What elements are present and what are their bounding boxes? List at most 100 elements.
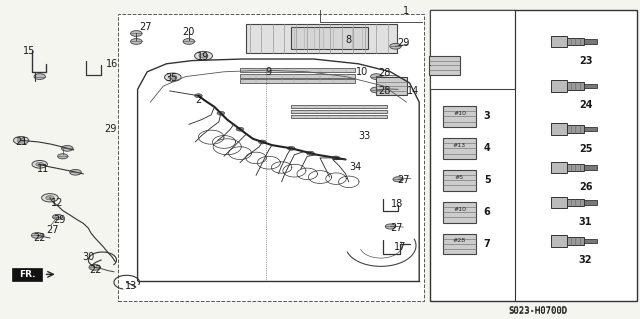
Circle shape [17,138,25,142]
Circle shape [217,111,225,115]
Bar [552,80,567,92]
Circle shape [52,214,63,219]
Circle shape [385,224,396,229]
Text: 34: 34 [349,162,362,173]
Text: 15: 15 [22,46,35,56]
Bar [291,115,387,118]
Text: 16: 16 [106,59,118,69]
Text: S023-H0700D: S023-H0700D [508,308,567,316]
Text: 31: 31 [579,217,593,227]
Text: 17: 17 [394,242,406,252]
Bar [291,27,368,49]
Text: 10: 10 [355,67,368,77]
Bar [430,10,637,301]
Text: 29: 29 [104,124,117,134]
Bar [430,10,515,89]
Bar [240,74,355,78]
Text: 20: 20 [182,27,195,37]
Bar [552,235,567,247]
Bar [552,36,567,47]
Circle shape [131,39,142,44]
Bar [118,14,424,301]
Text: FR.: FR. [19,270,35,279]
Bar [567,164,584,171]
Text: 9: 9 [266,67,272,77]
Bar [567,82,584,90]
Text: 27: 27 [140,22,152,32]
Bar [246,24,397,53]
Text: 28: 28 [378,86,390,96]
Circle shape [371,87,382,93]
Text: 35: 35 [165,73,178,83]
Circle shape [31,233,43,238]
Text: 25: 25 [579,144,593,153]
Bar [443,202,476,223]
Bar [567,199,584,206]
Text: 18: 18 [390,199,403,209]
Circle shape [259,140,266,144]
Bar [240,79,355,83]
Circle shape [393,177,403,182]
Bar [12,268,42,281]
Bar [552,197,567,208]
Circle shape [199,54,208,58]
Text: #28: #28 [453,238,466,243]
Circle shape [36,162,44,166]
Text: 8: 8 [346,35,352,45]
Bar [443,170,476,191]
Bar [567,38,584,45]
Circle shape [169,75,177,79]
Bar [552,162,567,173]
Bar [552,123,567,135]
Text: 4: 4 [484,143,491,153]
Text: 28: 28 [378,68,390,78]
Bar [567,237,584,245]
Text: 19: 19 [197,52,210,63]
Circle shape [46,196,54,200]
Circle shape [332,156,340,160]
Circle shape [164,73,181,81]
Text: 14: 14 [406,86,419,96]
Circle shape [307,151,314,155]
Text: 23: 23 [579,56,593,66]
Text: 29: 29 [397,38,410,48]
Text: 27: 27 [397,175,410,185]
Text: 1: 1 [403,6,410,16]
Bar [584,239,597,243]
Bar [584,165,597,170]
Circle shape [58,154,68,159]
Text: #10: #10 [453,111,466,116]
Text: 22: 22 [90,264,102,275]
Circle shape [131,31,142,36]
Circle shape [371,74,382,79]
Text: 32: 32 [579,255,593,265]
Bar [584,127,597,131]
Text: 22: 22 [33,233,46,243]
Text: 6: 6 [484,207,491,217]
Bar [443,106,476,127]
Bar [584,200,597,205]
Bar [291,105,387,108]
Circle shape [287,146,295,150]
Text: 24: 24 [579,100,593,110]
Text: 27: 27 [46,225,59,235]
Bar [291,110,387,113]
Bar [376,77,407,95]
Text: 11: 11 [37,164,50,174]
Text: 5: 5 [484,175,491,185]
Bar [584,84,597,88]
Text: 12: 12 [51,197,64,208]
Circle shape [70,169,81,175]
Circle shape [34,74,45,79]
Circle shape [89,264,100,270]
Text: 3: 3 [484,111,491,122]
Bar [443,138,476,159]
Text: 2: 2 [195,95,202,106]
Text: 29: 29 [53,215,66,225]
Circle shape [195,94,202,98]
Circle shape [183,39,195,44]
Text: 13: 13 [125,280,138,291]
Text: 7: 7 [484,239,491,249]
Circle shape [42,194,58,202]
Bar [567,125,584,133]
